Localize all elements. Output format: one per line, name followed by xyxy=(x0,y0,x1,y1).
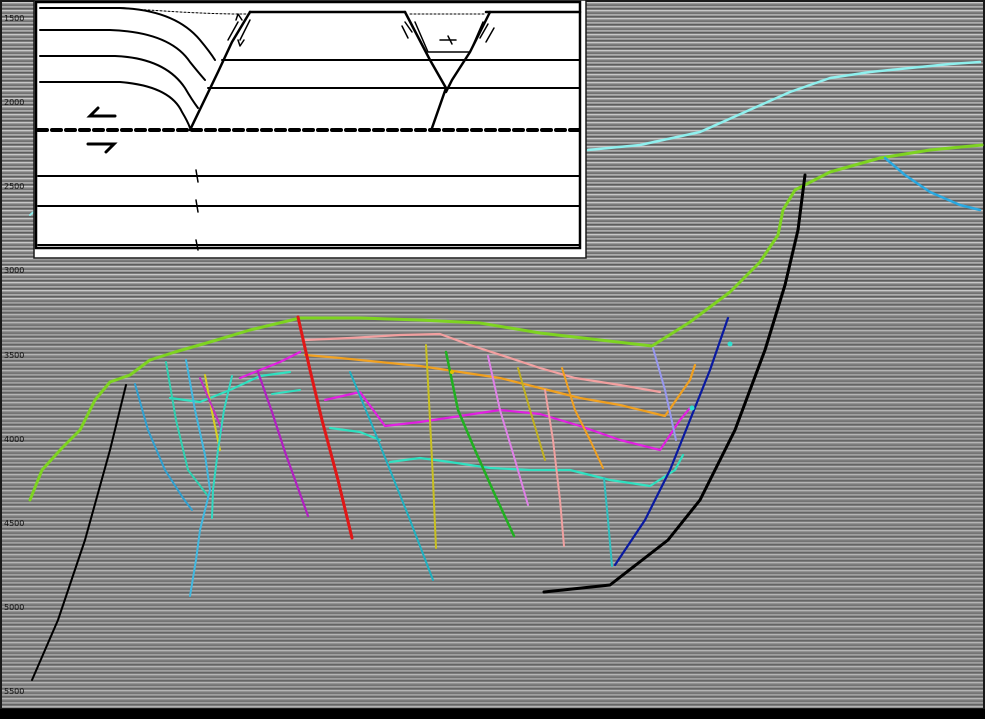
depth-tick-label: 2000 xyxy=(4,98,24,107)
magenta-horizon xyxy=(238,350,692,452)
depth-tick-label: 5500 xyxy=(4,687,24,696)
cyan-horizon xyxy=(586,60,982,152)
teal-fault-c xyxy=(165,361,209,497)
teal-horizon xyxy=(168,370,685,488)
depth-tick-label: 1500 xyxy=(4,14,24,23)
yellow-point xyxy=(450,370,454,374)
depth-axis: 1500 2000 2500 3000 3500 4000 4500 5000 … xyxy=(4,14,24,696)
teal-horizon-short xyxy=(271,389,301,395)
mag-fault-small xyxy=(199,377,223,431)
orange-fault xyxy=(561,367,604,469)
teal-fault-a xyxy=(349,371,434,581)
cyan-point xyxy=(689,405,695,411)
depth-tick-label: 5000 xyxy=(4,603,24,612)
depth-tick-label: 4500 xyxy=(4,519,24,528)
structural-cartoon-inset xyxy=(33,0,587,259)
depth-tick-label: 3000 xyxy=(4,266,24,275)
pink-horizon xyxy=(303,332,662,394)
yellow-fault-b xyxy=(204,374,221,451)
black-fault-left xyxy=(31,384,127,681)
blue-lightfault xyxy=(134,383,193,511)
blue-right-horizon xyxy=(883,156,982,212)
blue-fault xyxy=(613,316,730,567)
olive-fault xyxy=(517,367,546,461)
red-fault xyxy=(296,315,354,540)
green-horizon xyxy=(28,143,984,502)
purple-fault xyxy=(256,370,310,518)
depth-tick-label: 2500 xyxy=(4,182,24,191)
depth-tick-label: 4000 xyxy=(4,435,24,444)
pink-fault xyxy=(544,389,565,547)
violet-fault xyxy=(487,355,529,506)
cyan-fault xyxy=(185,359,211,597)
teal-fault-b xyxy=(603,477,613,567)
teal-fault-d xyxy=(211,375,233,519)
cyan-point xyxy=(727,341,733,347)
lavender-fault xyxy=(652,347,677,441)
black-fault-right xyxy=(542,173,807,594)
green-fault xyxy=(444,350,516,538)
shear-arrow-icon xyxy=(86,106,118,154)
depth-tick-label: 3500 xyxy=(4,351,24,360)
yellow-fault-a xyxy=(425,344,437,549)
